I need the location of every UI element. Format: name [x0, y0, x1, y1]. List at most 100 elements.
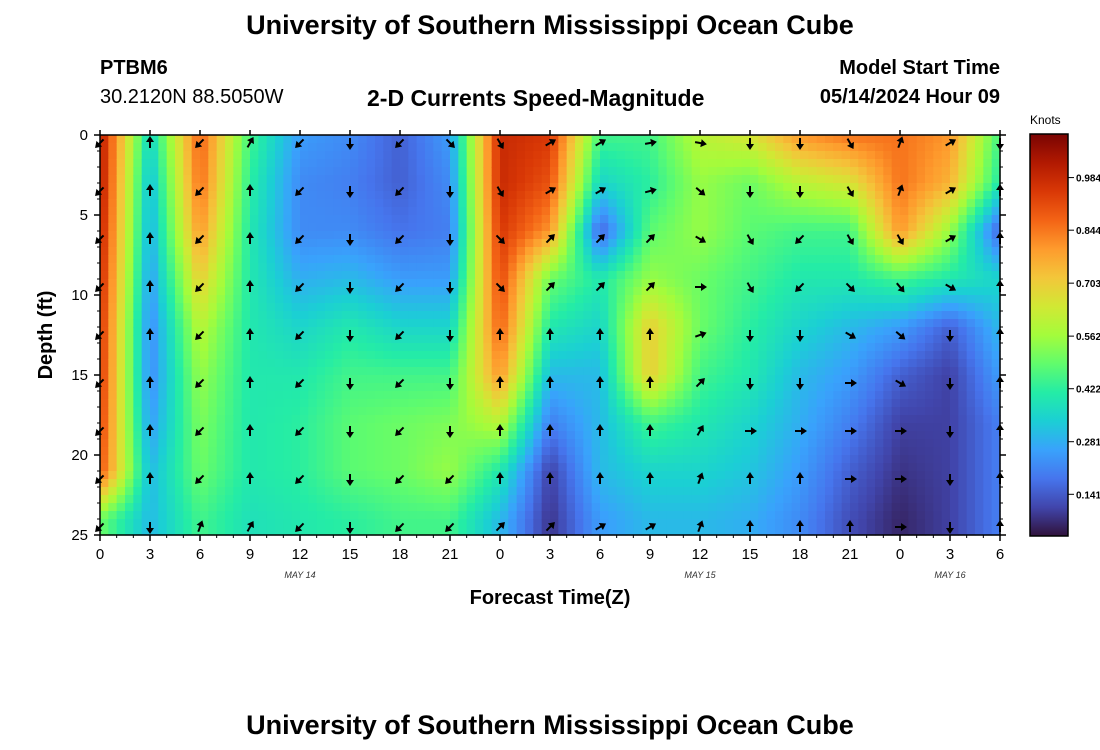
- heatmap-cell: [758, 215, 768, 224]
- heatmap-cell: [908, 159, 918, 168]
- heatmap-cell: [716, 487, 726, 496]
- heatmap-cell: [425, 439, 434, 448]
- heatmap-cell: [316, 431, 326, 440]
- heatmap-cell: [641, 311, 651, 320]
- heatmap-cell: [166, 359, 176, 368]
- heatmap-cell: [533, 239, 543, 248]
- heatmap-cell: [908, 375, 918, 384]
- heatmap-cell: [208, 239, 218, 248]
- heatmap-cell: [825, 167, 834, 176]
- heatmap-cell: [841, 383, 851, 392]
- heatmap-cell: [616, 527, 626, 536]
- heatmap-cell: [866, 391, 876, 400]
- heatmap-cell: [466, 487, 476, 496]
- heatmap-cell: [658, 247, 668, 256]
- heatmap-cell: [658, 359, 668, 368]
- heatmap-cell: [100, 447, 109, 456]
- heatmap-cell: [575, 167, 584, 176]
- heatmap-cell: [633, 303, 643, 312]
- heatmap-cell: [183, 351, 193, 360]
- heatmap-cell: [116, 439, 126, 448]
- heatmap-cell: [841, 463, 851, 472]
- heatmap-cell: [550, 207, 559, 216]
- heatmap-cell: [216, 311, 226, 320]
- heatmap-cell: [825, 327, 834, 336]
- heatmap-cell: [525, 167, 534, 176]
- heatmap-cell: [858, 255, 868, 264]
- heatmap-cell: [683, 399, 693, 408]
- heatmap-cell: [416, 375, 426, 384]
- heatmap-cell: [566, 279, 576, 288]
- heatmap-cell: [233, 199, 243, 208]
- heatmap-cell: [366, 279, 376, 288]
- heatmap-cell: [358, 231, 368, 240]
- heatmap-cell: [241, 407, 251, 416]
- heatmap-cell: [341, 399, 351, 408]
- heatmap-cell: [808, 495, 818, 504]
- heatmap-cell: [158, 471, 168, 480]
- heatmap-cell: [333, 511, 343, 520]
- heatmap-cell: [633, 415, 643, 424]
- heatmap-cell: [325, 503, 334, 512]
- heatmap-cell: [408, 239, 418, 248]
- heatmap-cell: [158, 383, 168, 392]
- heatmap-cell: [791, 375, 801, 384]
- heatmap-cell: [241, 159, 251, 168]
- heatmap-cell: [150, 191, 159, 200]
- heatmap-cell: [525, 399, 534, 408]
- heatmap-cell: [241, 207, 251, 216]
- heatmap-cell: [175, 263, 184, 272]
- heatmap-cell: [200, 519, 209, 528]
- heatmap-cell: [450, 503, 459, 512]
- heatmap-cell: [525, 287, 534, 296]
- heatmap-cell: [116, 207, 126, 216]
- heatmap-cell: [808, 399, 818, 408]
- heatmap-cell: [308, 279, 318, 288]
- heatmap-cell: [891, 375, 901, 384]
- heatmap-cell: [266, 151, 276, 160]
- heatmap-cell: [116, 479, 126, 488]
- heatmap-cell: [683, 471, 693, 480]
- heatmap-cell: [633, 495, 643, 504]
- heatmap-cell: [633, 431, 643, 440]
- heatmap-cell: [450, 463, 459, 472]
- heatmap-cell: [241, 455, 251, 464]
- heatmap-cell: [433, 279, 443, 288]
- heatmap-cell: [708, 519, 718, 528]
- heatmap-cell: [608, 327, 618, 336]
- heatmap-cell: [208, 447, 218, 456]
- heatmap-cell: [416, 223, 426, 232]
- heatmap-cell: [783, 399, 793, 408]
- heatmap-cell: [775, 399, 784, 408]
- heatmap-cell: [491, 167, 501, 176]
- heatmap-cell: [183, 263, 193, 272]
- heatmap-cell: [325, 279, 334, 288]
- heatmap-cell: [233, 263, 243, 272]
- heatmap-cell: [458, 287, 468, 296]
- heatmap-cell: [716, 263, 726, 272]
- heatmap-cell: [275, 287, 284, 296]
- heatmap-cell: [741, 231, 751, 240]
- heatmap-cell: [741, 495, 751, 504]
- heatmap-cell: [191, 391, 201, 400]
- heatmap-cell: [433, 223, 443, 232]
- heatmap-cell: [516, 503, 526, 512]
- heatmap-cell: [533, 175, 543, 184]
- heatmap-cell: [575, 463, 584, 472]
- heatmap-cell: [366, 215, 376, 224]
- heatmap-cell: [758, 143, 768, 152]
- heatmap-cell: [800, 215, 809, 224]
- heatmap-cell: [866, 527, 876, 536]
- heatmap-cell: [508, 487, 518, 496]
- heatmap-cell: [725, 503, 734, 512]
- heatmap-cell: [341, 503, 351, 512]
- heatmap-cell: [916, 511, 926, 520]
- heatmap-cell: [791, 487, 801, 496]
- heatmap-cell: [558, 199, 568, 208]
- heatmap-cell: [516, 391, 526, 400]
- station-id: PTBM6: [100, 57, 168, 79]
- heatmap-cell: [625, 279, 634, 288]
- heatmap-cell: [333, 439, 343, 448]
- heatmap-cell: [216, 319, 226, 328]
- heatmap-cell: [850, 199, 859, 208]
